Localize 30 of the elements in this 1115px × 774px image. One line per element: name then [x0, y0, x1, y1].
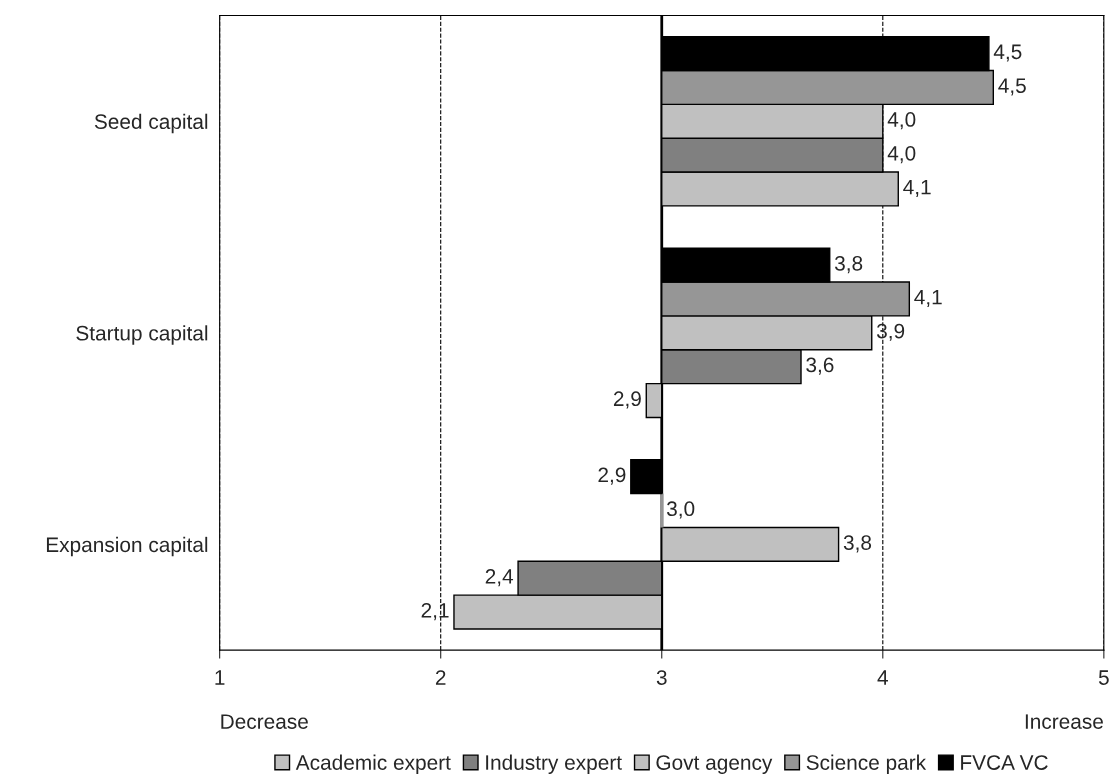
data-label: 4,1: [903, 180, 931, 198]
y-tick-label: Startup capital: [76, 325, 208, 345]
y-tick-label: Seed capital: [94, 113, 208, 134]
legend-label: Academic expert: [295, 754, 451, 774]
data-label: 3,8: [834, 255, 863, 274]
legend-label: Science park: [806, 754, 927, 774]
data-label: 4,0: [887, 145, 916, 164]
x-tick-label: 2: [435, 670, 446, 685]
data-label: 2,9: [598, 467, 626, 485]
y-tick-label: Expansion capital: [46, 536, 208, 557]
legend-label: Industry expert: [486, 754, 622, 774]
data-label: 2,1: [421, 602, 449, 621]
data-label: 2,9: [613, 391, 641, 409]
x-tick-label: 4: [877, 670, 888, 685]
data-label: 3,8: [843, 535, 872, 553]
data-label: 3,9: [876, 323, 905, 341]
text: Decrease: [221, 714, 308, 729]
data-label: 4,5: [993, 44, 1022, 62]
x-tick-label: 1: [215, 670, 225, 685]
x-tick-label: 5: [1098, 670, 1109, 685]
text: Increase: [1025, 714, 1103, 729]
legend-label: FVCA VC: [961, 755, 1048, 770]
x-tick-label: 3: [656, 670, 667, 685]
data-label: 4,1: [914, 290, 942, 308]
data-label: 4,0: [887, 112, 916, 130]
legend-label: Govt agency: [656, 755, 773, 774]
data-label: 2,4: [485, 569, 514, 587]
data-label: 4,5: [998, 78, 1026, 96]
data-label: 3,0: [666, 501, 695, 519]
data-label: 3,6: [806, 357, 834, 375]
